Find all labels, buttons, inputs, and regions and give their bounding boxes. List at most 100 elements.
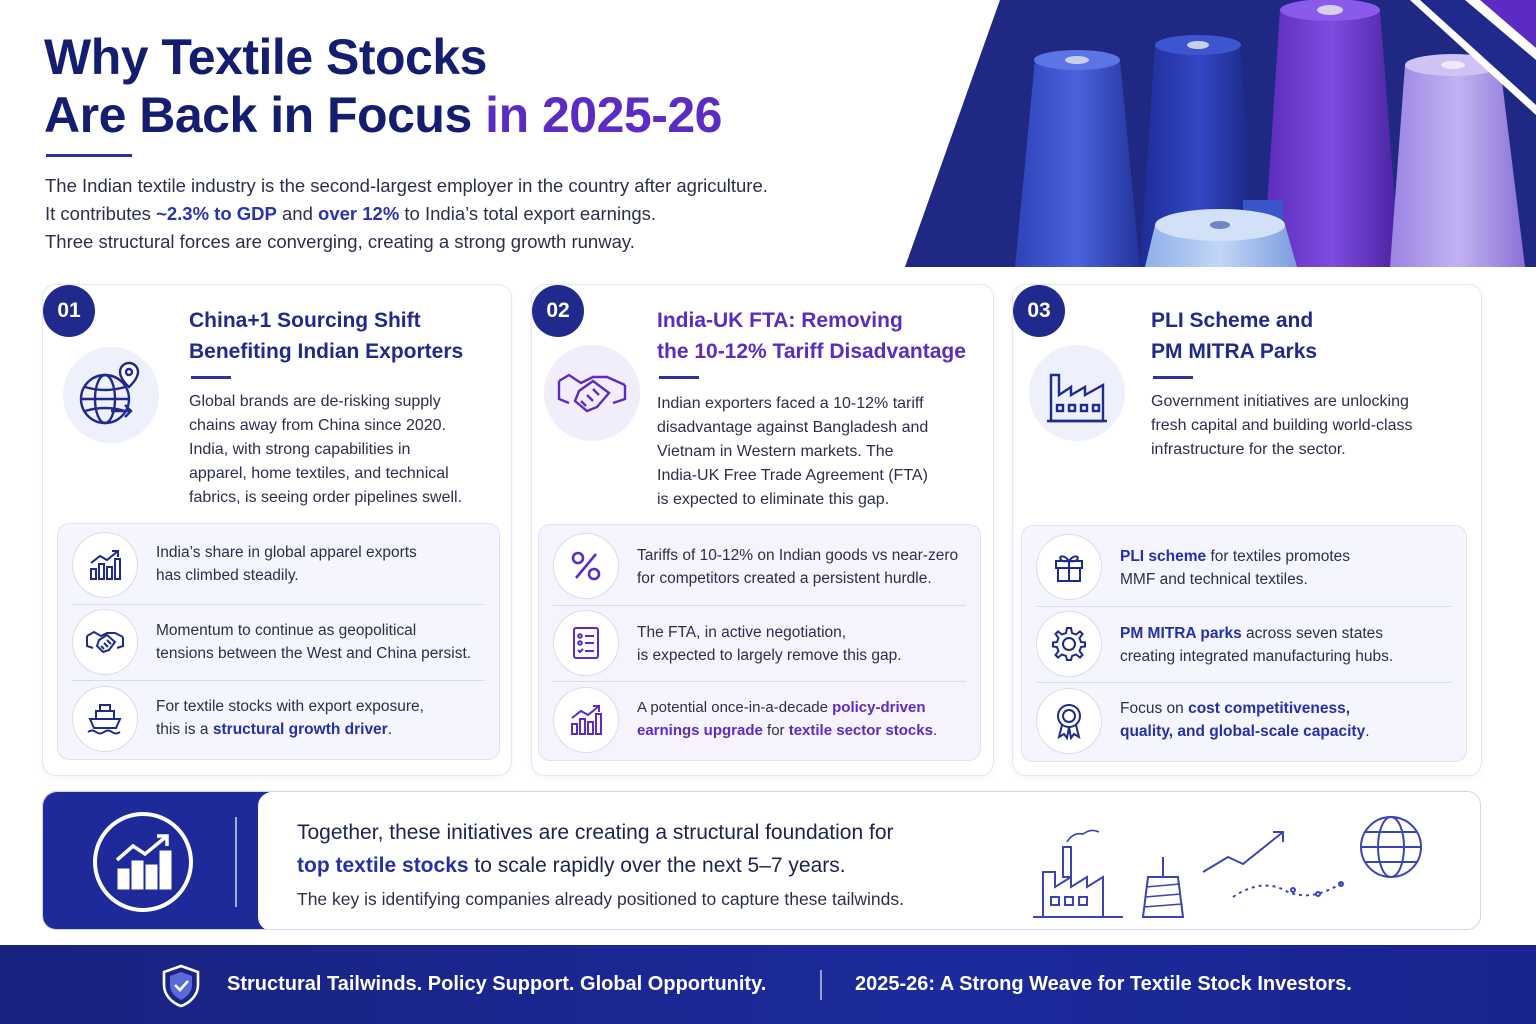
point-line: this is a structural growth driver. (156, 718, 489, 741)
intro-gdp-highlight: ~2.3% to GDP (156, 203, 277, 224)
divider (1036, 682, 1452, 683)
point-line: tensions between the West and China pers… (156, 645, 472, 662)
point-line: for competitors created a persistent hur… (637, 570, 932, 587)
point-line: has climbed steadily. (156, 567, 299, 584)
point-highlight: cost competitiveness, (1188, 700, 1351, 717)
point-text: Focus on cost competitiveness, quality, … (1120, 697, 1456, 743)
banner-text-part: to scale rapidly over the next 5–7 years… (474, 854, 846, 877)
intro-export-highlight: over 12% (318, 203, 400, 224)
banner-text-panel (258, 792, 1480, 929)
card-description: Government initiatives are unlocking fre… (1151, 390, 1412, 462)
point-text: India’s share in global apparel exports … (156, 541, 489, 587)
percent-icon (553, 533, 619, 599)
desc-line: India-UK Free Trade Agreement (FTA) (657, 467, 928, 484)
globe-location-icon (63, 347, 159, 443)
point-highlight: PM MITRA parks (1120, 625, 1242, 642)
banner-illustration (1033, 816, 1422, 918)
point-line: The FTA, in active negotiation, (637, 624, 847, 641)
divider (1036, 606, 1452, 607)
footer-separator (820, 970, 822, 1000)
desc-line: Vietnam in Western markets. The (657, 443, 894, 460)
banner-line-3: The key is identifying companies already… (297, 889, 905, 909)
point-text-part: . (387, 721, 393, 738)
gear-icon (1036, 611, 1102, 677)
desc-line: Indian exporters faced a 10-12% tariff (657, 395, 924, 412)
intro-text: The Indian textile industry is the secon… (45, 172, 905, 256)
point-highlight: quality, and global-scale capacity (1120, 723, 1366, 740)
point-line: MMF and technical textiles. (1120, 571, 1308, 588)
thread-spool-icon (1141, 857, 1185, 918)
cargo-ship-icon (72, 686, 138, 752)
point-highlight: policy-driven (832, 699, 926, 716)
list-item: Focus on cost competitiveness, quality, … (1022, 682, 1466, 762)
point-text-part: . (1365, 723, 1370, 740)
growth-chart-icon (72, 532, 138, 598)
point-text-part: this is a (156, 721, 209, 738)
intro-text-part: and (282, 203, 313, 224)
divider (553, 605, 966, 606)
point-text-part: for textiles promotes (1210, 548, 1351, 565)
card-description: Indian exporters faced a 10-12% tariff d… (657, 392, 928, 512)
footer-tagline-left: Structural Tailwinds. Policy Support. Gl… (227, 973, 767, 995)
point-line: quality, and global-scale capacity. (1120, 720, 1456, 743)
desc-line: Global brands are de-risking supply (189, 393, 441, 410)
growth-bars-icon (93, 812, 193, 912)
checklist-icon (553, 610, 619, 676)
card-title-line-2: PM MITRA Parks (1151, 340, 1318, 363)
title-line-2-main: Are Back in Focus (44, 87, 472, 143)
list-item: India’s share in global apparel exports … (58, 524, 499, 604)
factory-icon (1029, 345, 1125, 441)
desc-line: chains away from China since 2020. (189, 417, 447, 434)
point-line: earnings upgrade for textile sector stoc… (637, 719, 970, 742)
intro-line-2: It contributes ~2.3% to GDP and over 12%… (45, 200, 905, 228)
point-text: For textile stocks with export exposure,… (156, 695, 489, 741)
gift-icon (1036, 534, 1102, 600)
card-china-plus-one: 01 China+1 Sourcing Shift Benefiting Ind… (42, 284, 512, 776)
desc-line: disadvantage against Bangladesh and (657, 419, 929, 436)
point-line: A potential once-in-a-decade policy-driv… (637, 696, 970, 719)
card-points-panel: PLI scheme for textiles promotes MMF and… (1021, 525, 1467, 762)
card-title-underline (1153, 376, 1193, 379)
point-text: Momentum to continue as geopolitical ten… (156, 619, 489, 665)
card-title: China+1 Sourcing Shift Benefiting Indian… (189, 305, 463, 367)
card-title-line-2: the 10-12% Tariff Disadvantage (657, 340, 966, 363)
point-line: Focus on cost competitiveness, (1120, 697, 1456, 720)
point-text: A potential once-in-a-decade policy-driv… (637, 696, 970, 742)
card-title-line-1: India-UK FTA: Removing (657, 309, 903, 332)
point-highlight: textile sector stocks (788, 722, 933, 739)
point-line: is expected to largely remove this gap. (637, 647, 902, 664)
point-text-part: Focus on (1120, 700, 1184, 717)
intro-text-part: It contributes (45, 203, 151, 224)
handshake-icon (72, 609, 138, 675)
card-number-badge: 01 (43, 285, 95, 337)
list-item: PM MITRA parks across seven states creat… (1022, 606, 1466, 682)
point-text: PM MITRA parks across seven states creat… (1120, 622, 1456, 668)
desc-line: fresh capital and building world-class (1151, 417, 1413, 434)
card-title-underline (191, 376, 231, 379)
list-item: The FTA, in active negotiation, is expec… (539, 605, 980, 681)
growth-chart-icon (553, 687, 619, 753)
list-item: For textile stocks with export exposure,… (58, 680, 499, 760)
divider (72, 680, 485, 681)
card-title: PLI Scheme and PM MITRA Parks (1151, 305, 1317, 367)
point-line: For textile stocks with export exposure, (156, 698, 424, 715)
list-item: Momentum to continue as geopolitical ten… (58, 604, 499, 680)
point-line: India’s share in global apparel exports (156, 544, 417, 561)
divider (72, 604, 485, 605)
point-text-part: A potential once-in-a-decade (637, 699, 828, 716)
desc-line: infrastructure for the sector. (1151, 441, 1346, 458)
title-line-2: Are Back in Focus in 2025-26 (44, 86, 722, 144)
point-text: Tariffs of 10-12% on Indian goods vs nea… (637, 544, 970, 590)
banner-separator (235, 817, 237, 907)
intro-line-1: The Indian textile industry is the secon… (45, 175, 768, 196)
point-text-part: . (932, 722, 938, 739)
point-line: PM MITRA parks across seven states (1120, 622, 1456, 645)
intro-line-3: Three structural forces are converging, … (45, 231, 635, 252)
card-number-badge: 02 (532, 285, 584, 337)
desc-line: India, with strong capabilities in (189, 441, 411, 458)
banner-highlight: top textile stocks (297, 854, 469, 877)
title-accent: in 2025-26 (485, 87, 722, 143)
point-line: PLI scheme for textiles promotes (1120, 545, 1456, 568)
desc-line: fabrics, is seeing order pipelines swell… (189, 489, 463, 506)
card-title-line-2: Benefiting Indian Exporters (189, 340, 464, 363)
